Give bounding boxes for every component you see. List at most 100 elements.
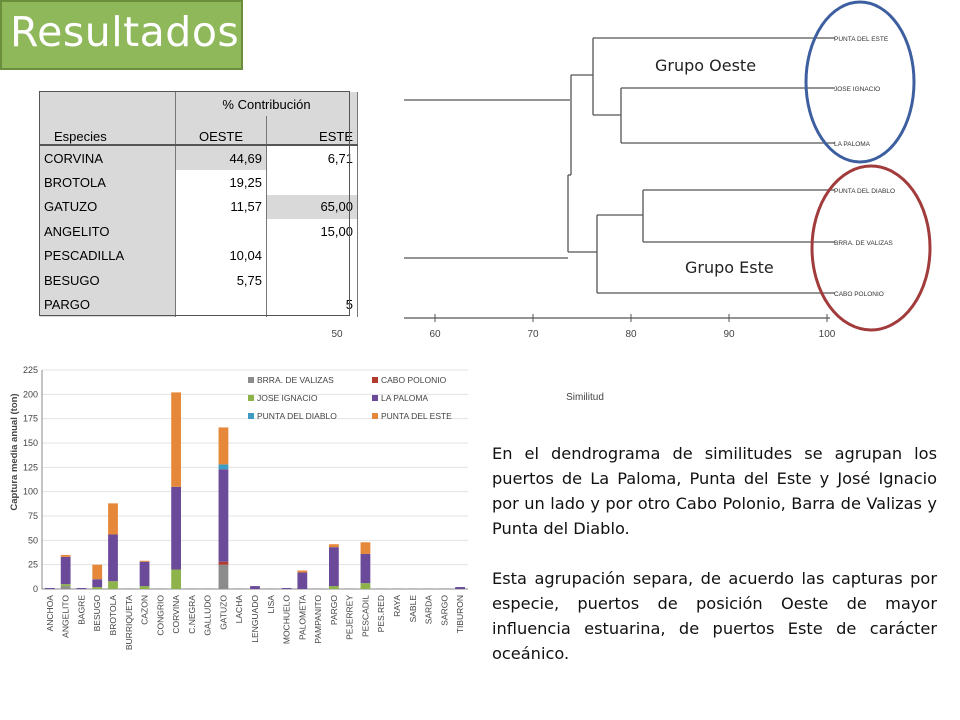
chart-x-labels: ANCHOA ANGELITO BAGRE BESUGO BROTOLA BURRIQUE… bbox=[45, 595, 465, 650]
dendrogram-branches bbox=[404, 37, 835, 294]
table-header-blank bbox=[40, 92, 176, 116]
chart-bar-segment bbox=[44, 588, 55, 589]
chart-bar-segment bbox=[139, 561, 150, 587]
chart-x-tick-label: SABLE bbox=[408, 595, 418, 623]
chart-bar-segment bbox=[218, 561, 229, 565]
chart-bar-segment bbox=[328, 586, 339, 589]
chart-bar-segment bbox=[407, 588, 418, 589]
chart-bar-segment bbox=[60, 554, 71, 557]
chart-x-tick-label: PESCADIL bbox=[360, 595, 370, 637]
chart-y-tick-label: 75 bbox=[28, 511, 38, 521]
group-west-label: Grupo Oeste bbox=[655, 56, 756, 75]
chart-x-tick-label: BROTOLA bbox=[108, 595, 118, 636]
chart-x-tick-label: SARDA bbox=[424, 595, 434, 625]
chart-bar-segment bbox=[234, 588, 245, 589]
chart-bar-segment bbox=[139, 560, 150, 562]
chart-bar-segment bbox=[218, 469, 229, 562]
dendrogram-leaf: BRRA. DE VALIZAS bbox=[834, 240, 893, 247]
table-col-species: Especies bbox=[40, 116, 176, 146]
chart-x-tick-label: ANGELITO bbox=[61, 595, 71, 638]
chart-bar-segment bbox=[250, 586, 260, 589]
chart-bar-segment bbox=[218, 427, 229, 465]
chart-y-tick-label: 200 bbox=[23, 389, 38, 399]
chart-x-tick-label: PARGO bbox=[329, 595, 339, 625]
chart-bar-segment bbox=[92, 564, 103, 580]
contribution-table: % Contribución Especies OESTE ESTE CORVI… bbox=[40, 92, 358, 317]
table-header-row: % Contribución bbox=[40, 92, 358, 116]
chart-bar-segment bbox=[60, 584, 71, 587]
chart-bar-segment bbox=[360, 542, 371, 554]
dendrogram: 50 60 70 80 90 100 Similitud PUNTA DEL E… bbox=[331, 0, 932, 403]
chart-bar-segment bbox=[360, 553, 371, 584]
table-cell-oeste: 19,25 bbox=[175, 170, 267, 195]
chart-x-tick-label: CORVINA bbox=[171, 595, 181, 634]
table-cell-oeste: 10,04 bbox=[175, 243, 267, 268]
chart-x-tick-label: PALOMETA bbox=[297, 595, 307, 640]
chart-x-tick-label: GATUZO bbox=[218, 595, 228, 630]
chart-x-tick-label: RAYA bbox=[392, 595, 402, 617]
chart-x-tick-label: C.NEGRA bbox=[187, 595, 197, 634]
table-cell-oeste: 5,75 bbox=[175, 267, 267, 293]
chart-legend-label: LA PALOMA bbox=[381, 393, 428, 403]
east-group-ellipse bbox=[810, 164, 932, 332]
dendrogram-leaf: PUNTA DEL DIABLO bbox=[834, 188, 895, 195]
chart-bar-segment bbox=[392, 588, 402, 589]
chart-x-tick-label: LENGUADO bbox=[250, 595, 260, 643]
slide-title: Resultados bbox=[10, 8, 240, 56]
dendrogram-tick-label: 60 bbox=[429, 329, 441, 340]
chart-y-tick-label: 150 bbox=[23, 438, 38, 448]
table-row: BESUGO 5,75 bbox=[40, 267, 358, 293]
chart-legend-swatch bbox=[248, 413, 254, 419]
chart-x-tick-label: PEJERREY bbox=[345, 595, 355, 640]
chart-bar-segment bbox=[455, 587, 466, 589]
chart-bar-segment bbox=[313, 588, 324, 589]
paragraph-dendrogram: En el dendrograma de similitudes se agru… bbox=[492, 444, 937, 538]
chart-y-tick-label: 175 bbox=[23, 414, 38, 424]
slide-title-box: Resultados bbox=[0, 0, 243, 70]
chart-bar-segment bbox=[423, 588, 434, 589]
table-cell-species: BESUGO bbox=[40, 267, 176, 293]
dendrogram-leaf: JOSE IGNACIO bbox=[834, 86, 880, 93]
table-cell-oeste bbox=[175, 219, 267, 244]
chart-x-tick-label: SARGO bbox=[439, 595, 449, 626]
chart-bar-segment bbox=[360, 583, 371, 589]
chart-legend-swatch bbox=[248, 377, 254, 383]
chart-legend-label: BRRA. DE VALIZAS bbox=[257, 375, 334, 385]
chart-bars bbox=[44, 392, 466, 589]
chart-legend-swatch bbox=[248, 395, 254, 401]
chart-x-tick-label: PAMPANITO bbox=[313, 595, 323, 644]
table-cell-species: BROTOLA bbox=[40, 170, 176, 195]
table-row: PESCADILLA 10,04 bbox=[40, 243, 358, 268]
chart-bar-segment bbox=[92, 579, 103, 588]
table-cell-este: 6,71 bbox=[266, 145, 358, 171]
dendrogram-leaf: PUNTA DEL ESTE bbox=[834, 36, 889, 43]
chart-legend: BRRA. DE VALIZAS CABO POLONIO JOSE IGNACIO… bbox=[248, 375, 452, 421]
dendrogram-tick-label: 70 bbox=[527, 329, 539, 340]
table-subheader-row: Especies OESTE ESTE bbox=[40, 116, 358, 146]
chart-bar-segment bbox=[171, 486, 182, 570]
chart-legend-label: PUNTA DEL DIABLO bbox=[257, 411, 337, 421]
table-cell-oeste: 44,69 bbox=[175, 145, 267, 171]
chart-y-tick-label: 0 bbox=[33, 584, 38, 594]
chart-legend-label: PUNTA DEL ESTE bbox=[381, 411, 452, 421]
table-cell-species: PARGO bbox=[40, 292, 176, 317]
chart-bar-segment bbox=[171, 569, 182, 589]
table-cell-este bbox=[266, 267, 358, 293]
dendrogram-leaf: LA PALOMA bbox=[834, 141, 871, 148]
table-row: BROTOLA 19,25 bbox=[40, 170, 358, 195]
chart-bar-segment bbox=[297, 572, 308, 589]
chart-x-tick-label: LISA bbox=[266, 595, 276, 614]
dendrogram-axis-title: Similitud bbox=[566, 392, 604, 403]
chart-x-tick-label: BURRIQUETA bbox=[124, 595, 134, 650]
chart-y-axis-label: Captura media anual (ton) bbox=[9, 393, 20, 510]
chart-legend-label: CABO POLONIO bbox=[381, 375, 447, 385]
table-col-oeste: OESTE bbox=[175, 116, 267, 146]
table-col-este: ESTE bbox=[266, 116, 358, 146]
dendrogram-tick-label: 100 bbox=[819, 329, 836, 340]
chart-bar-segment bbox=[328, 544, 339, 548]
dendrogram-tick-label: 50 bbox=[331, 329, 343, 340]
chart-x-tick-label: ANCHOA bbox=[45, 595, 55, 632]
chart-bar-segment bbox=[328, 547, 339, 587]
table-cell-species: PESCADILLA bbox=[40, 243, 176, 268]
chart-bar-segment bbox=[92, 587, 103, 589]
